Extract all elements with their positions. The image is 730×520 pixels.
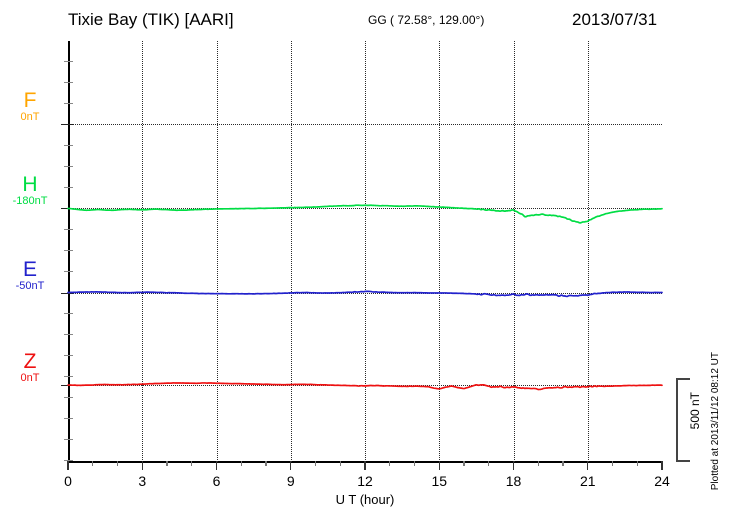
component-symbol: E xyxy=(22,258,37,281)
y-tick-minor xyxy=(64,313,73,315)
scale-bar-label: 500 nT xyxy=(688,392,702,430)
x-tick-label: 18 xyxy=(505,473,522,489)
x-tick-label: 3 xyxy=(138,473,147,489)
vertical-gridline xyxy=(439,41,441,462)
component-label-e: E -50nT xyxy=(0,259,60,293)
x-tick-major xyxy=(438,461,440,470)
y-tick-minor xyxy=(64,61,73,63)
x-axis-title: U T (hour) xyxy=(335,492,395,507)
y-tick-minor xyxy=(64,250,73,252)
x-tick-minor xyxy=(339,461,341,466)
y-tick-minor xyxy=(64,166,73,168)
component-label-f: F 0nT xyxy=(0,90,60,124)
y-tick-minor xyxy=(64,103,73,105)
component-label-h: H -180nT xyxy=(0,174,60,208)
y-tick-major xyxy=(61,208,74,210)
x-tick-minor xyxy=(389,461,391,466)
y-tick-minor xyxy=(64,376,73,378)
y-tick-minor xyxy=(64,439,73,441)
x-tick-major xyxy=(215,461,218,470)
x-tick-minor xyxy=(463,461,465,466)
baseline-h xyxy=(68,208,662,209)
vertical-gridline xyxy=(290,41,292,462)
x-tick-minor xyxy=(314,461,317,466)
page-title: Tixie Bay (TIK) [AARI] xyxy=(68,10,234,29)
component-label-z: Z 0nT xyxy=(0,351,60,385)
x-tick-label: 21 xyxy=(579,473,596,489)
vertical-gridline xyxy=(587,41,589,462)
y-tick-minor xyxy=(64,460,73,462)
baseline-e xyxy=(68,293,662,294)
vertical-gridline xyxy=(365,41,366,462)
x-tick-major xyxy=(141,461,143,470)
y-tick-major xyxy=(61,124,74,126)
x-tick-label: 6 xyxy=(212,473,221,489)
y-tick-minor xyxy=(64,334,73,336)
x-tick-minor xyxy=(611,461,614,466)
x-tick-minor xyxy=(537,461,539,466)
y-tick-major xyxy=(61,293,74,295)
x-tick-major xyxy=(364,461,366,470)
y-tick-minor xyxy=(64,397,73,399)
component-baseline-value: 0nT xyxy=(20,372,40,384)
x-tick-label: 9 xyxy=(286,473,295,489)
baseline-z xyxy=(68,385,662,386)
x-tick-minor xyxy=(413,461,416,466)
x-tick-major xyxy=(67,461,69,470)
x-tick-minor xyxy=(166,461,168,466)
component-baseline-value: -50nT xyxy=(15,280,45,292)
component-baseline-value: 0nT xyxy=(20,111,40,123)
x-tick-major xyxy=(290,461,292,470)
x-tick-label: 12 xyxy=(357,473,373,489)
component-symbol: H xyxy=(22,173,38,196)
y-tick-major xyxy=(61,385,74,387)
x-tick-major xyxy=(587,461,589,470)
x-tick-minor xyxy=(636,461,638,466)
observation-date: 2013/07/31 xyxy=(572,10,658,29)
x-tick-label: 15 xyxy=(431,473,448,489)
x-tick-minor xyxy=(240,461,242,466)
x-tick-minor xyxy=(191,461,193,466)
vertical-gridline xyxy=(513,41,515,462)
y-tick-minor xyxy=(64,418,73,420)
x-tick-label: 0 xyxy=(64,473,72,489)
x-tick-major xyxy=(512,461,515,470)
component-baseline-value: -180nT xyxy=(12,195,48,207)
x-tick-minor xyxy=(265,461,267,466)
geographic-coordinates: GG ( 72.58°, 129.00°) xyxy=(368,13,485,27)
y-axis xyxy=(68,41,70,462)
y-tick-minor xyxy=(64,355,73,357)
component-symbol: Z xyxy=(23,350,37,373)
plotted-timestamp: Plotted at 2013/11/12 08:12 UT xyxy=(710,352,721,491)
x-tick-major xyxy=(661,461,663,470)
vertical-gridline xyxy=(216,41,218,462)
x-tick-minor xyxy=(562,461,564,466)
x-tick-minor xyxy=(92,461,94,466)
y-tick-minor xyxy=(64,271,73,273)
y-tick-minor xyxy=(64,82,73,84)
y-tick-minor xyxy=(64,145,73,147)
vertical-gridline xyxy=(142,41,144,462)
y-tick-minor xyxy=(64,187,73,189)
scale-bar xyxy=(676,378,690,462)
baseline-f xyxy=(68,124,662,125)
x-tick-minor xyxy=(488,461,490,466)
x-tick-minor xyxy=(116,461,119,466)
x-tick-label: 24 xyxy=(654,473,670,489)
component-symbol: F xyxy=(23,89,37,112)
y-tick-minor xyxy=(64,229,73,231)
